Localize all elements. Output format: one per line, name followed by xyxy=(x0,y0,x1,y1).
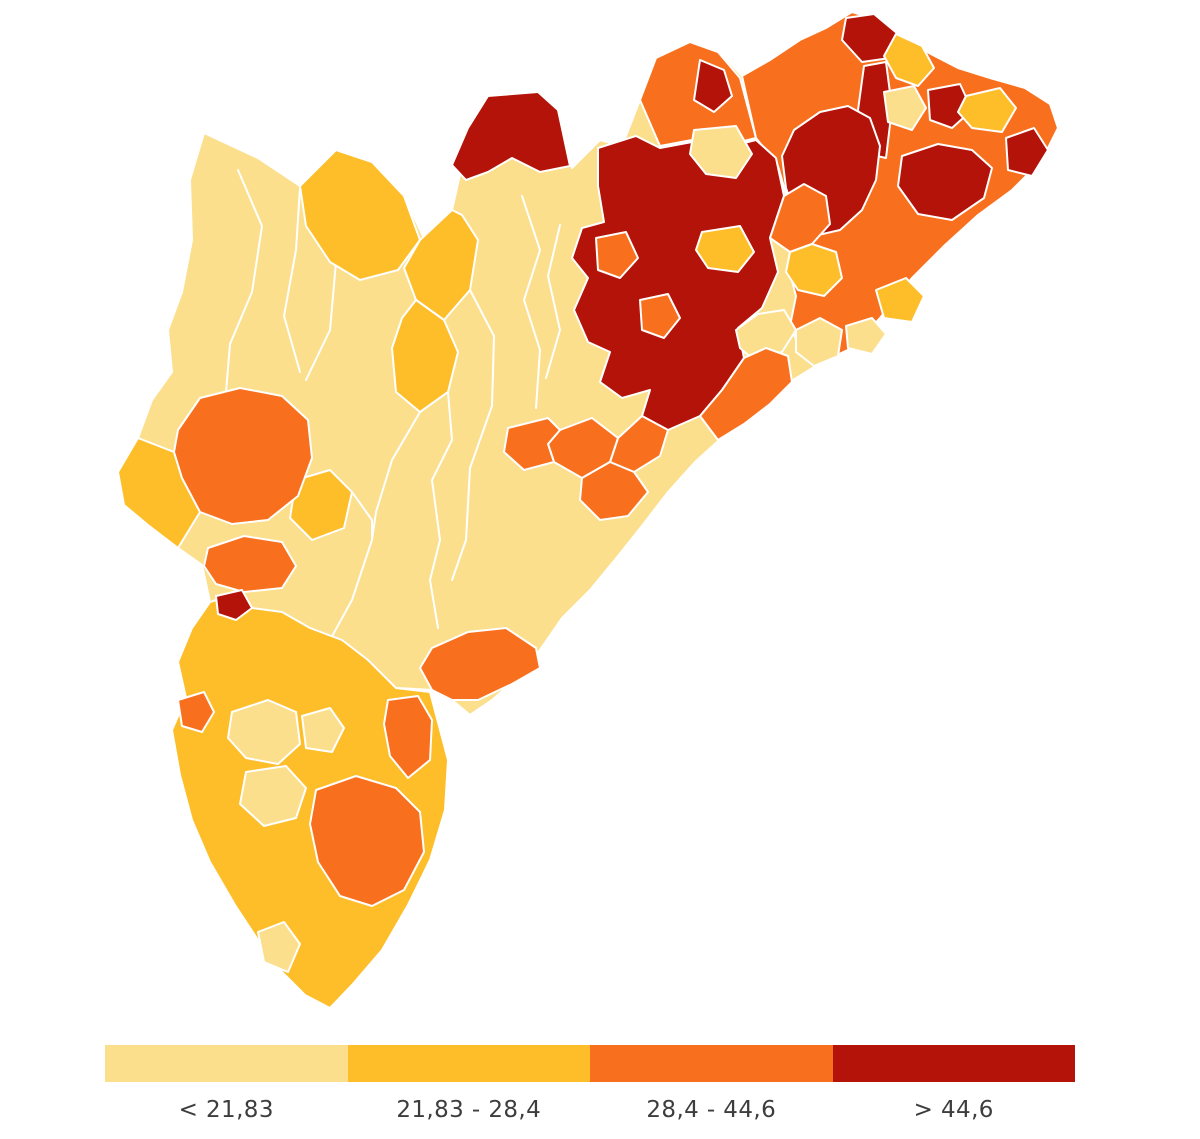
map-region[interactable] xyxy=(595,231,639,279)
map-region[interactable] xyxy=(403,209,479,321)
map-region[interactable] xyxy=(419,627,541,701)
map-region[interactable] xyxy=(795,317,843,367)
map-region[interactable] xyxy=(171,591,449,1009)
map-region[interactable] xyxy=(383,695,433,779)
legend-item: < 21,83 xyxy=(105,1045,348,1123)
municipality-border xyxy=(469,289,496,469)
map-region[interactable] xyxy=(203,535,297,593)
map-region[interactable] xyxy=(875,277,925,323)
municipality-border xyxy=(428,391,454,629)
map-region[interactable] xyxy=(503,417,561,471)
map-region[interactable] xyxy=(239,765,307,827)
municipality-border xyxy=(371,411,421,541)
municipality-border xyxy=(451,467,471,581)
map-region[interactable] xyxy=(735,309,797,361)
map-region[interactable] xyxy=(699,347,793,441)
map-region[interactable] xyxy=(1005,127,1049,177)
legend-swatch-q4 xyxy=(832,1045,1075,1082)
legend-swatch-q3 xyxy=(590,1045,833,1082)
map-region[interactable] xyxy=(883,33,935,87)
legend-item: 28,4 - 44,6 xyxy=(590,1045,833,1123)
map-region[interactable] xyxy=(257,921,301,973)
map-region[interactable] xyxy=(299,149,421,281)
map-region[interactable] xyxy=(693,59,733,113)
map-region[interactable] xyxy=(845,317,887,355)
map-region[interactable] xyxy=(215,589,253,621)
municipality-border xyxy=(225,169,264,393)
map-region[interactable] xyxy=(639,293,681,339)
legend-label: 28,4 - 44,6 xyxy=(646,1097,777,1123)
legend: < 21,83 21,83 - 28,4 28,4 - 44,6 > 44,6 xyxy=(105,1045,1075,1123)
map-region[interactable] xyxy=(177,691,215,733)
municipality-border xyxy=(282,187,301,373)
legend-label: 21,83 - 28,4 xyxy=(396,1097,542,1123)
map-region[interactable] xyxy=(451,91,571,181)
municipality-border xyxy=(521,195,542,409)
map-region[interactable] xyxy=(695,225,755,273)
choropleth-map xyxy=(117,11,1059,1009)
map-region[interactable] xyxy=(883,85,927,131)
map-region[interactable] xyxy=(301,707,345,753)
map-region[interactable] xyxy=(897,143,993,221)
map-region[interactable] xyxy=(579,461,649,521)
legend-label: > 44,6 xyxy=(913,1097,994,1123)
map-region[interactable] xyxy=(289,469,353,541)
map-region[interactable] xyxy=(173,387,313,525)
map-region[interactable] xyxy=(227,699,301,765)
map-region[interactable] xyxy=(957,87,1017,133)
municipality-border xyxy=(305,261,337,381)
map-region[interactable] xyxy=(309,775,425,907)
map-region[interactable] xyxy=(391,299,459,413)
legend-label: < 21,83 xyxy=(178,1097,274,1123)
legend-item: 21,83 - 28,4 xyxy=(347,1045,590,1123)
legend-swatch-q1 xyxy=(105,1045,348,1082)
map-region[interactable] xyxy=(785,243,843,297)
map-region[interactable] xyxy=(689,125,753,179)
legend-item: > 44,6 xyxy=(832,1045,1075,1123)
municipality-border xyxy=(545,224,562,379)
municipality-border xyxy=(329,491,373,641)
legend-swatch-q2 xyxy=(347,1045,590,1082)
map-region[interactable] xyxy=(927,83,973,129)
